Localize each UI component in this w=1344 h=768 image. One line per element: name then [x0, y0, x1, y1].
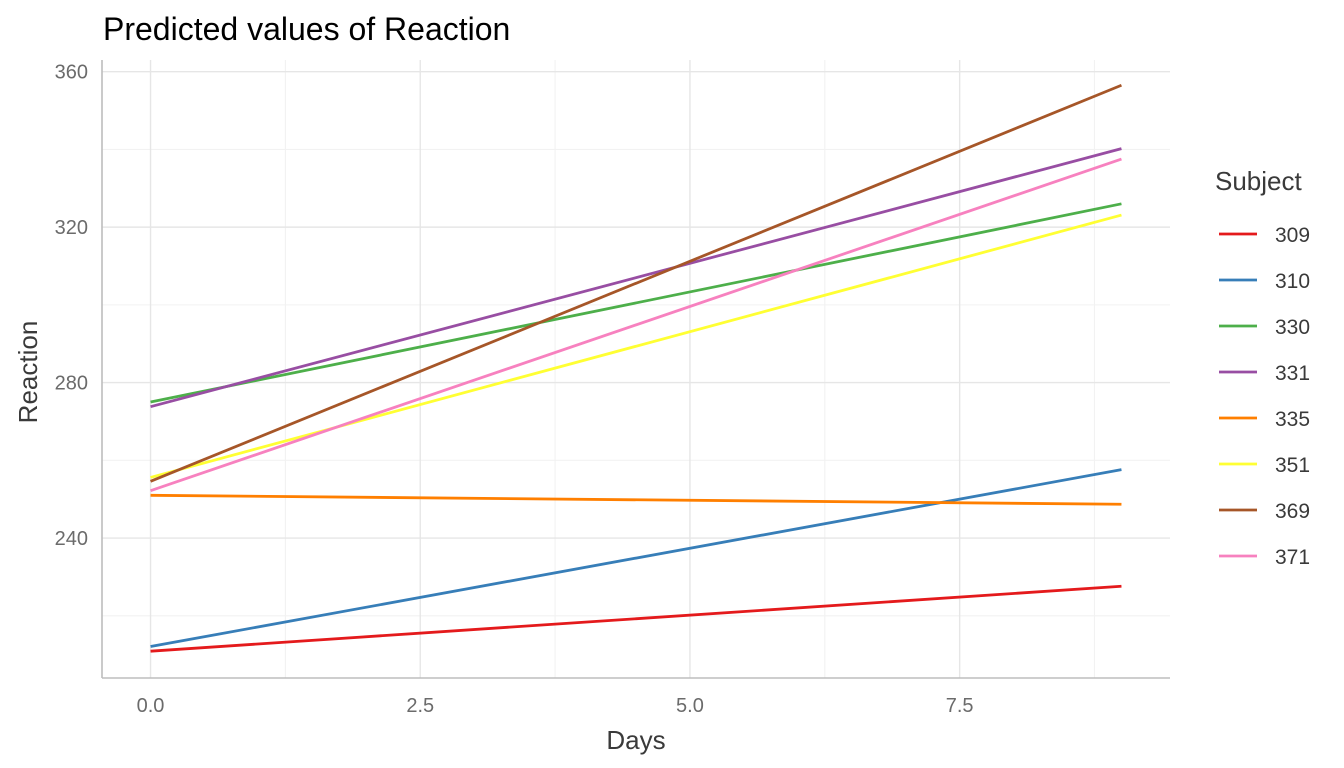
legend-title: Subject — [1215, 166, 1302, 196]
series-line-335 — [150, 493, 1122, 506]
axes — [101, 60, 1170, 679]
y-tick-label: 240 — [55, 528, 88, 550]
series-line-310 — [150, 468, 1122, 648]
series-line-331 — [150, 147, 1122, 409]
series-line-309 — [150, 584, 1122, 653]
grid — [102, 60, 1170, 678]
x-tick-label: 7.5 — [946, 695, 974, 717]
series-line-371 — [150, 157, 1122, 492]
series-line-351 — [150, 213, 1122, 479]
legend-label-335: 335 — [1275, 408, 1310, 431]
x-axis-label: Days — [606, 725, 665, 755]
legend-label-351: 351 — [1275, 454, 1310, 477]
series-lines — [150, 83, 1122, 653]
y-tick-label: 360 — [55, 62, 88, 84]
tick-labels: 0.0 2.5 5.0 7.5 240 280 320 360 — [55, 62, 974, 717]
x-tick-label: 0.0 — [137, 695, 165, 717]
y-tick-label: 280 — [55, 373, 88, 395]
legend: Subject 309 310 330 331 335 351 369 371 — [1215, 166, 1310, 569]
series-line-369 — [150, 83, 1122, 483]
x-tick-label: 5.0 — [676, 695, 704, 717]
legend-label-330: 330 — [1275, 316, 1310, 339]
legend-label-331: 331 — [1275, 362, 1310, 385]
y-axis-label: Reaction — [13, 321, 43, 424]
x-tick-label: 2.5 — [406, 695, 434, 717]
y-tick-label: 320 — [55, 217, 88, 239]
legend-label-310: 310 — [1275, 270, 1310, 293]
chart-title: Predicted values of Reaction — [103, 11, 510, 47]
series-line-330 — [150, 202, 1122, 404]
legend-label-371: 371 — [1275, 546, 1310, 569]
legend-label-309: 309 — [1275, 224, 1310, 247]
legend-label-369: 369 — [1275, 500, 1310, 523]
